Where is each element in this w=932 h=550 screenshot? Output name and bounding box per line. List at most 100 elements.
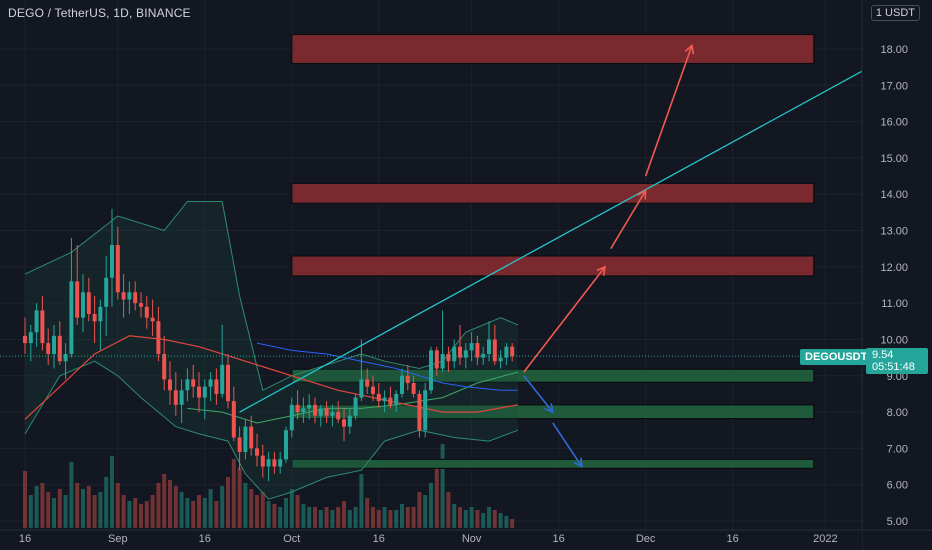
- candle-body: [144, 306, 149, 318]
- volume-bar: [237, 468, 242, 528]
- candle-body: [202, 386, 207, 398]
- candle: [446, 346, 451, 373]
- candle-body: [353, 397, 358, 416]
- volume-bar: [150, 495, 155, 528]
- candle: [208, 372, 213, 402]
- candle-body: [458, 346, 462, 358]
- volume-bar: [423, 495, 428, 528]
- y-tick-label: 12.00: [880, 262, 908, 274]
- candle: [394, 390, 399, 413]
- x-tick-label: Nov: [462, 533, 482, 545]
- candle-body: [295, 404, 300, 413]
- volume-bar: [40, 483, 45, 528]
- volume-bar: [168, 480, 172, 528]
- candle: [28, 324, 33, 362]
- volume-bar: [197, 495, 201, 528]
- y-tick-label: 15.00: [880, 153, 908, 165]
- candle: [504, 343, 509, 365]
- y-tick-label: 6.00: [887, 480, 908, 492]
- volume-bar: [400, 504, 404, 528]
- candle: [139, 292, 143, 318]
- last-price-tag: 9.54 05:51:48: [866, 348, 928, 374]
- arrow-up: [523, 265, 607, 373]
- volume-bar: [504, 516, 509, 528]
- candle-body: [417, 393, 422, 431]
- candle: [336, 401, 341, 423]
- volume-bar: [347, 510, 352, 528]
- candle-body: [278, 459, 283, 467]
- y-tick-label: 8.00: [887, 407, 908, 419]
- candle: [75, 245, 80, 325]
- candle-body: [423, 390, 428, 431]
- candle: [23, 317, 27, 354]
- candle: [359, 339, 364, 402]
- candle: [168, 361, 172, 405]
- volume-bar: [463, 510, 468, 528]
- volume-bar: [266, 501, 271, 528]
- candle: [301, 397, 306, 423]
- candle-body: [411, 383, 416, 394]
- volume-bar: [318, 510, 323, 528]
- candle: [347, 408, 352, 434]
- volume-bar: [249, 489, 254, 528]
- candle: [104, 255, 109, 336]
- volume-bar: [110, 456, 114, 528]
- volume-bar: [446, 492, 451, 528]
- candle-body: [226, 364, 230, 402]
- volume-bar: [69, 462, 74, 528]
- candle-body: [260, 455, 265, 467]
- candle: [487, 321, 491, 362]
- volume-bar: [255, 495, 259, 528]
- volume-bar: [324, 507, 329, 528]
- volume-bar: [162, 474, 167, 528]
- candle-body: [28, 332, 33, 344]
- candle: [162, 335, 167, 391]
- candle: [260, 444, 265, 478]
- candle-body: [133, 292, 138, 304]
- volume-bar: [417, 492, 422, 528]
- volume-bar: [376, 510, 381, 528]
- volume-bar: [284, 498, 288, 528]
- resistance-zone: [291, 182, 815, 204]
- volume-bar: [260, 492, 265, 528]
- volume-bar: [115, 483, 120, 528]
- candle: [110, 208, 114, 307]
- volume-bar: [394, 510, 399, 528]
- arrow-down-shaft: [523, 375, 554, 413]
- volume-bar: [330, 510, 335, 528]
- volume-bar: [411, 507, 416, 528]
- candle: [81, 274, 85, 333]
- volume-bar: [272, 504, 277, 528]
- ma-red: [24, 335, 519, 420]
- candle-body: [34, 310, 39, 333]
- x-tick-label: 16: [19, 533, 31, 545]
- chart-title: DEGO / TetherUS, 1D, BINANCE: [8, 6, 191, 20]
- volume-bar: [86, 486, 91, 528]
- candle: [57, 321, 62, 365]
- candle: [69, 237, 74, 358]
- volume-bar: [214, 501, 219, 528]
- candle: [434, 346, 439, 376]
- candle-body: [220, 364, 225, 394]
- candle: [324, 401, 329, 423]
- candle-body: [359, 379, 364, 398]
- currency-button[interactable]: 1 USDT: [870, 5, 920, 21]
- y-tick-label: 13.00: [880, 226, 908, 238]
- candle-body: [324, 408, 329, 416]
- candle: [510, 343, 515, 362]
- candle-body: [249, 426, 254, 449]
- volume-bar: [179, 492, 184, 528]
- volume-bar: [458, 507, 462, 528]
- candle-body: [197, 386, 201, 398]
- volume-bar: [440, 444, 445, 528]
- y-tick-label: 18.00: [880, 44, 908, 56]
- candle: [150, 299, 155, 336]
- candle: [231, 386, 236, 442]
- candle: [388, 386, 393, 409]
- volume-bars: [23, 444, 515, 528]
- candle-body: [63, 353, 68, 362]
- volume-bar: [63, 495, 68, 528]
- candle-body: [179, 390, 184, 405]
